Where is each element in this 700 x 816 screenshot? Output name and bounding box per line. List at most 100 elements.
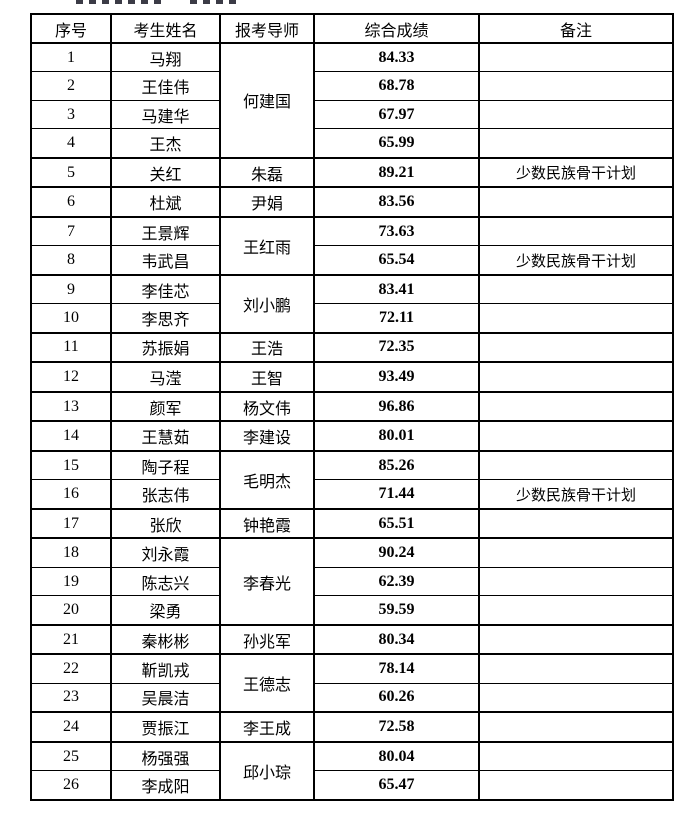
note-cell (478, 391, 673, 423)
candidate-name-cell: 刘永霞 (110, 538, 220, 568)
advisor-cell: 王德志 (219, 654, 314, 714)
row-number-cell: 24 (30, 712, 111, 743)
advisor-cell: 钟艳霞 (219, 508, 314, 540)
row-number-cell: 12 (30, 362, 111, 393)
row-number-cell: 17 (30, 508, 111, 540)
note-cell (478, 741, 673, 772)
results-table-head: 序号 考生姓名 报考导师 综合成绩 备注 (30, 14, 673, 44)
candidate-name-cell: 李成阳 (110, 770, 220, 802)
candidate-name-cell: 陶子程 (110, 450, 220, 481)
note-cell (478, 274, 673, 305)
advisor-cell: 王智 (219, 362, 314, 393)
score-cell: 71.44 (313, 479, 479, 510)
candidate-name-cell: 陈志兴 (110, 567, 220, 597)
score-cell: 73.63 (313, 216, 479, 247)
row-number-cell: 3 (30, 100, 111, 130)
score-cell: 72.58 (313, 712, 479, 743)
candidate-name-cell: 李佳芯 (110, 274, 220, 305)
note-cell (478, 43, 673, 73)
row-number-cell: 20 (30, 595, 111, 626)
note-cell (478, 128, 673, 159)
candidate-name-cell: 颜军 (110, 391, 220, 423)
score-cell: 78.14 (313, 654, 479, 684)
column-header-no: 序号 (30, 14, 111, 44)
score-cell: 90.24 (313, 538, 479, 568)
advisor-cell: 朱磊 (219, 157, 314, 189)
candidate-name-cell: 关红 (110, 157, 220, 189)
note-cell (478, 303, 673, 334)
advisor-cell: 李王成 (219, 712, 314, 743)
candidate-name-cell: 贾振江 (110, 712, 220, 743)
candidate-name-cell: 杜斌 (110, 187, 220, 218)
candidate-name-cell: 靳凯戎 (110, 654, 220, 684)
row-number-cell: 18 (30, 538, 111, 568)
note-cell: 少数民族骨干计划 (478, 157, 673, 189)
note-cell (478, 508, 673, 540)
advisor-cell: 李建设 (219, 421, 314, 452)
header-row: 序号 考生姓名 报考导师 综合成绩 备注 (30, 14, 673, 44)
clipped-text-remnant (190, 0, 240, 4)
row-number-cell: 13 (30, 391, 111, 423)
note-cell: 少数民族骨干计划 (478, 245, 673, 276)
table-row: 14 王慧茹 李建设 80.01 (30, 421, 673, 452)
note-cell (478, 654, 673, 684)
score-cell: 62.39 (313, 567, 479, 597)
table-row: 9 李佳芯 刘小鹏 83.41 (30, 274, 673, 334)
row-number-cell: 4 (30, 128, 111, 159)
score-cell: 96.86 (313, 391, 479, 423)
row-number-cell: 21 (30, 624, 111, 656)
advisor-cell: 尹娟 (219, 187, 314, 218)
row-number-cell: 23 (30, 683, 111, 714)
candidate-name-cell: 张志伟 (110, 479, 220, 510)
score-cell: 93.49 (313, 362, 479, 393)
score-cell: 80.01 (313, 421, 479, 452)
row-number-cell: 22 (30, 654, 111, 684)
note-cell (478, 187, 673, 218)
note-cell (478, 362, 673, 393)
table-row: 24 贾振江 李王成 72.58 (30, 712, 673, 743)
table-row: 16 张志伟 71.44 少数民族骨干计划 (30, 479, 673, 510)
score-cell: 80.04 (313, 741, 479, 772)
table-row: 11 苏振娟 王浩 72.35 (30, 332, 673, 364)
note-cell (478, 450, 673, 481)
score-cell: 80.34 (313, 624, 479, 656)
score-cell: 65.47 (313, 770, 479, 802)
column-header-note: 备注 (478, 14, 673, 44)
score-cell: 65.99 (313, 128, 479, 159)
row-number-cell: 5 (30, 157, 111, 189)
row-number-cell: 16 (30, 479, 111, 510)
table-row: 1 马翔 何建国 84.33 (30, 43, 673, 159)
note-cell (478, 712, 673, 743)
note-cell (478, 216, 673, 247)
candidate-name-cell: 马建华 (110, 100, 220, 130)
score-cell: 84.33 (313, 43, 479, 73)
row-number-cell: 10 (30, 303, 111, 334)
table-row: 2 王佳伟 68.78 (30, 71, 673, 101)
advisor-cell: 王红雨 (219, 216, 314, 276)
score-cell: 59.59 (313, 595, 479, 626)
row-number-cell: 14 (30, 421, 111, 452)
note-cell (478, 100, 673, 130)
advisor-cell: 邱小琮 (219, 741, 314, 802)
score-cell: 65.54 (313, 245, 479, 276)
row-number-cell: 7 (30, 216, 111, 247)
row-number-cell: 15 (30, 450, 111, 481)
note-cell (478, 332, 673, 364)
advisor-cell: 毛明杰 (219, 450, 314, 510)
advisor-cell: 刘小鹏 (219, 274, 314, 334)
note-cell (478, 624, 673, 656)
note-cell: 少数民族骨干计划 (478, 479, 673, 510)
score-cell: 72.35 (313, 332, 479, 364)
candidate-name-cell: 杨强强 (110, 741, 220, 772)
results-table-body: 1 马翔 何建国 84.33 2 王佳伟 68.78 3 马建华 67.97 4 王杰 65.99 5 关红… (30, 43, 673, 802)
column-header-name: 考生姓名 (110, 14, 220, 44)
row-number-cell: 19 (30, 567, 111, 597)
candidate-name-cell: 王慧茹 (110, 421, 220, 452)
row-number-cell: 2 (30, 71, 111, 101)
score-cell: 72.11 (313, 303, 479, 334)
table-row: 4 王杰 65.99 (30, 128, 673, 159)
score-cell: 83.56 (313, 187, 479, 218)
table-row: 13 颜军 杨文伟 96.86 (30, 391, 673, 423)
candidate-name-cell: 张欣 (110, 508, 220, 540)
